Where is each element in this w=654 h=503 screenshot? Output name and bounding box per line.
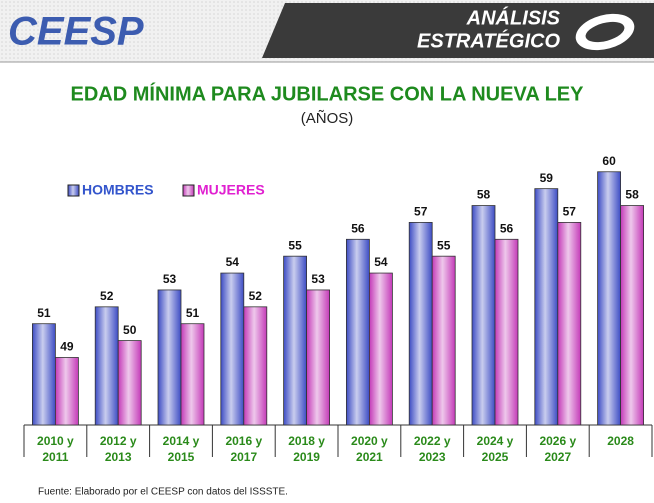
banner-text: ANÁLISIS [466, 6, 561, 29]
x-tick-label: 2020 y 2021 [351, 434, 388, 464]
x-tick-label: 2016 y 2017 [225, 434, 263, 464]
x-tick-label: 2022 y 2023 [413, 434, 451, 464]
bar [220, 272, 245, 426]
legend-label: HOMBRES [82, 182, 154, 198]
data-label: 54 [374, 255, 388, 269]
banner-text: ESTRATÉGICO [417, 29, 560, 52]
bar [283, 255, 308, 426]
data-label: 53 [163, 272, 177, 286]
data-label: 58 [477, 188, 491, 202]
legend-swatch [182, 184, 195, 197]
source: Fuente: Elaborado por el CEESP con datos… [38, 487, 288, 498]
bar [471, 205, 496, 426]
data-label: 52 [249, 289, 263, 303]
data-label: 52 [100, 289, 114, 303]
data-label: 51 [186, 306, 200, 320]
banner [262, 3, 654, 58]
x-tick-label: 2026 y 2027 [539, 434, 577, 464]
chart-title: EDAD MÍNIMA PARA JUBILARSE CON LA NUEVA … [71, 82, 585, 105]
bar [117, 340, 142, 426]
x-tick-label: 2018 y 2019 [288, 434, 325, 464]
data-label: 60 [602, 154, 616, 168]
bar [534, 188, 559, 426]
x-tick-label: 2024 y 2025 [476, 434, 514, 464]
legend-label: MUJERES [197, 182, 265, 198]
bar [157, 289, 182, 426]
data-label: 58 [625, 188, 639, 202]
bar [368, 272, 393, 426]
data-label: 55 [288, 238, 302, 252]
data-label: 55 [437, 238, 451, 252]
data-label: 54 [226, 255, 240, 269]
bar [243, 306, 268, 426]
logo: CEESP [8, 10, 144, 54]
legend-swatch [67, 184, 80, 197]
data-label: 57 [563, 205, 577, 219]
x-tick-label: 2014 y 2015 [162, 434, 200, 464]
chart-subtitle: (AÑOS) [301, 110, 354, 127]
data-label: 49 [60, 340, 74, 354]
banner-logo [585, 21, 625, 43]
bar [557, 222, 582, 426]
bar [306, 289, 331, 426]
bar [32, 323, 56, 426]
bar [597, 171, 621, 426]
x-tick-label: 2012 y 2013 [99, 434, 137, 464]
data-label: 57 [414, 205, 428, 219]
data-label: 51 [37, 306, 51, 320]
bar [180, 323, 205, 426]
bar [55, 357, 79, 426]
data-label: 53 [311, 272, 325, 286]
data-label: 56 [351, 221, 365, 235]
bar [94, 306, 119, 426]
bar [620, 205, 644, 426]
bar [431, 255, 456, 426]
x-tick-label: 2028 [607, 434, 634, 448]
data-label: 56 [500, 221, 514, 235]
bar [345, 238, 370, 426]
data-label: 59 [540, 171, 554, 185]
x-tick-label: 2010 y 2011 [37, 434, 74, 464]
data-label: 50 [123, 323, 137, 337]
bar [408, 222, 433, 426]
bar [494, 238, 519, 426]
